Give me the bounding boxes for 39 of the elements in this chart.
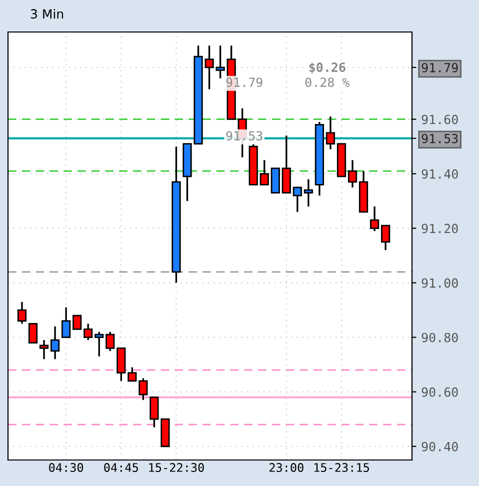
candlestick <box>304 178 313 208</box>
candlestick <box>292 186 302 213</box>
annotation: $0.26 <box>309 62 346 74</box>
candlestick <box>128 366 137 382</box>
chart-title: 3 Min <box>30 8 64 19</box>
annotation: 91.53 <box>226 131 262 141</box>
y-tick-label: 91.00 <box>422 278 458 288</box>
candlestick <box>39 339 49 360</box>
candlestick <box>381 224 390 251</box>
candlestick <box>216 44 225 80</box>
candlestick <box>62 306 71 338</box>
candlestick <box>94 331 104 358</box>
candlestick <box>28 323 38 344</box>
y-tick-label: 91.60 <box>422 114 458 124</box>
annotation: 0.28 % <box>305 78 350 88</box>
candlestick <box>150 396 159 428</box>
candlestick <box>84 322 93 341</box>
candlestick <box>50 326 60 360</box>
candlestick <box>72 314 82 330</box>
x-tick-label: 23:00 <box>270 463 304 472</box>
candlestick <box>260 159 269 186</box>
x-tick-label: 04:45 <box>104 463 138 472</box>
y-tick-label: 91.53 <box>422 134 458 144</box>
candlestick <box>326 116 336 150</box>
x-tick-label: 15-23:15 <box>314 463 369 472</box>
y-tick-label: 90.60 <box>422 387 458 397</box>
x-tick-label: 15-22:30 <box>149 463 204 472</box>
candlestick <box>17 301 27 325</box>
y-tick-label: 90.40 <box>422 442 458 452</box>
y-tick-label: 91.40 <box>422 169 458 179</box>
y-tick-label: 91.79 <box>422 62 458 72</box>
y-tick-label: 91.20 <box>422 224 458 234</box>
annotation: 91.79 <box>226 78 262 88</box>
candlestick <box>106 331 115 352</box>
candlestick <box>370 206 380 232</box>
y-tick-label: 90.80 <box>422 332 458 342</box>
candlestick <box>138 377 148 401</box>
x-tick-label: 04:30 <box>49 463 84 472</box>
candlestick <box>348 159 358 188</box>
